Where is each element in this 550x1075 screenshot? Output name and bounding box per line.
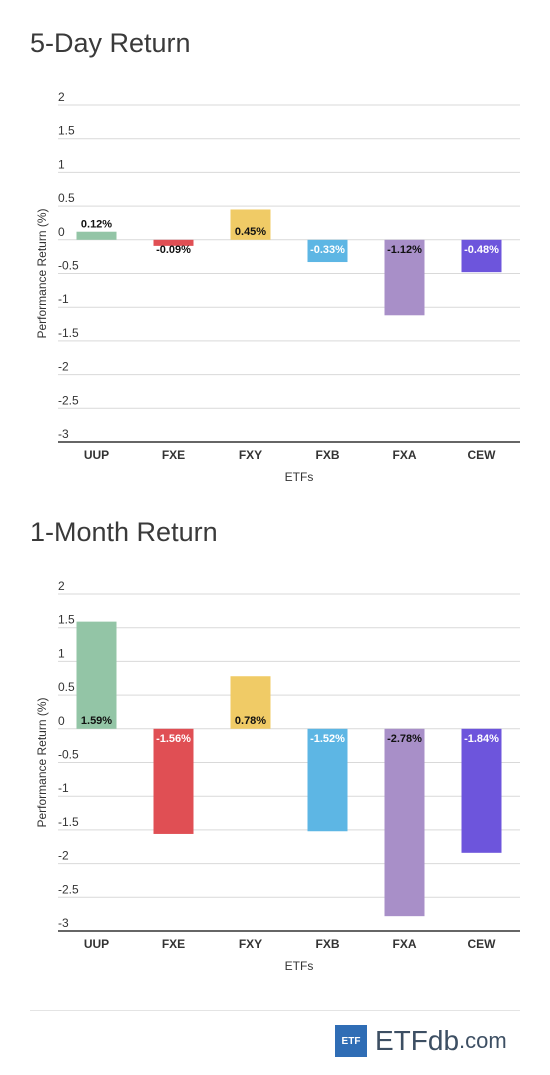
x-axis-label: ETFs: [285, 470, 314, 484]
bar-fxy: [230, 209, 271, 240]
y-tick-label: 1.5: [58, 613, 75, 627]
y-tick-label: 0.5: [58, 680, 75, 694]
y-tick-label: 0: [58, 225, 65, 239]
y-tick-label: 0: [58, 714, 65, 728]
x-tick-label: FXY: [239, 448, 262, 462]
y-tick-label: -2.5: [58, 882, 79, 896]
y-tick-label: 2: [58, 90, 65, 104]
bar-cew: [461, 728, 502, 853]
bar-chart-5day: 2 1.5 1 0.5 0 -0.5 -1 -1.5 -2 -2.5 -3 Performance R…: [35, 90, 520, 484]
chart-title-5day: 5-Day Return: [30, 28, 191, 58]
bar-cew: [461, 239, 502, 273]
y-tick-label: -3: [58, 916, 69, 930]
bar-fxa: [384, 239, 425, 316]
logo-suffix: .com: [459, 1028, 507, 1053]
y-tick-label: 1.5: [58, 124, 75, 138]
x-tick-label: FXA: [393, 937, 417, 951]
data-label-fxe: -0.09%: [156, 244, 191, 256]
y-tick-label: -1.5: [58, 326, 79, 340]
y-tick-label: 1: [58, 646, 65, 660]
bar-uup: [76, 231, 117, 240]
bar-fxe: [153, 728, 194, 834]
y-tick-label: -0.5: [58, 259, 79, 273]
y-tick-label: -3: [58, 427, 69, 441]
etf-logo-box: ETF: [335, 1025, 367, 1057]
y-tick-label: -2.5: [58, 393, 79, 407]
y-tick-label: -2: [58, 360, 69, 374]
data-label-fxb: -1.52%: [310, 733, 345, 745]
data-label-fxa: -1.12%: [387, 244, 422, 256]
x-tick-label: FXE: [162, 937, 185, 951]
y-axis-label: Performance Return (%): [35, 697, 49, 827]
x-tick-label: UUP: [84, 937, 109, 951]
bar-fxy: [230, 676, 271, 729]
data-label-fxb: -0.33%: [310, 244, 345, 256]
bar-fxb: [307, 239, 348, 263]
bar-fxa: [384, 728, 425, 917]
y-tick-label: -1.5: [58, 815, 79, 829]
y-tick-label: 2: [58, 579, 65, 593]
bar-chart-1month: 2 1.5 1 0.5 0 -0.5 -1 -1.5 -2 -2.5 -3 Performance R…: [35, 579, 520, 973]
data-label-fxy: 0.78%: [235, 715, 266, 727]
data-label-fxe: -1.56%: [156, 733, 191, 745]
y-tick-label: -2: [58, 849, 69, 863]
data-label-fxa: -2.78%: [387, 733, 422, 745]
data-label-cew: -0.48%: [464, 244, 499, 256]
data-label-fxy: 0.45%: [235, 226, 266, 238]
data-label-uup: 1.59%: [81, 715, 112, 727]
footer-divider: [30, 1010, 520, 1011]
data-label-cew: -1.84%: [464, 733, 499, 745]
data-label-uup: 0.12%: [81, 219, 112, 231]
x-tick-label: FXB: [316, 937, 340, 951]
logo-wordmark: ETFdb: [375, 1025, 460, 1056]
y-tick-label: -1: [58, 781, 69, 795]
etfdb-logo: ETF ETFdb .com: [335, 1025, 507, 1057]
x-tick-label: FXB: [316, 448, 340, 462]
x-tick-label: UUP: [84, 448, 109, 462]
y-axis-label: Performance Return (%): [35, 208, 49, 338]
y-tick-label: -1: [58, 292, 69, 306]
x-tick-label: CEW: [468, 937, 497, 951]
chart-title-1month: 1-Month Return: [30, 517, 218, 547]
y-tick-label: 1: [58, 157, 65, 171]
x-axis-label: ETFs: [285, 959, 314, 973]
y-tick-label: 0.5: [58, 191, 75, 205]
y-tick-label: -0.5: [58, 748, 79, 762]
x-tick-label: CEW: [468, 448, 497, 462]
bar-fxe: [153, 239, 194, 246]
x-tick-label: FXA: [393, 448, 417, 462]
bar-uup: [76, 621, 117, 729]
bar-fxb: [307, 728, 348, 832]
x-tick-label: FXE: [162, 448, 185, 462]
x-tick-label: FXY: [239, 937, 262, 951]
